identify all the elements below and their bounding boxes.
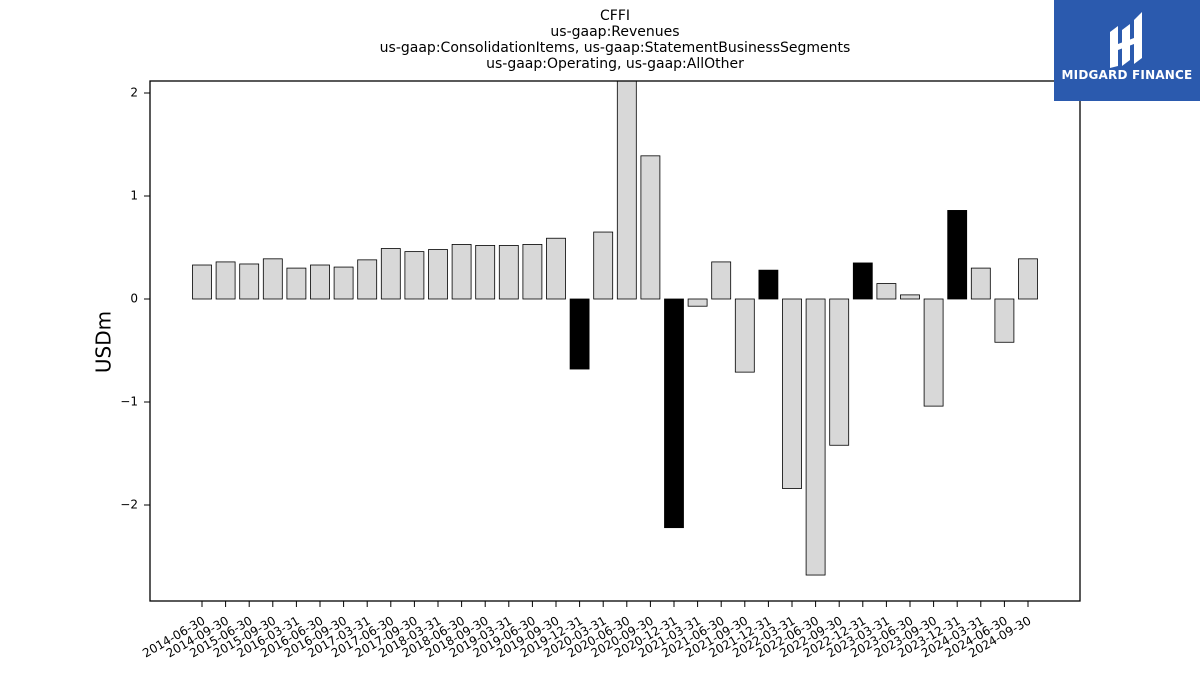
y-tick-label: −1 <box>120 395 138 409</box>
y-tick-label: −2 <box>120 498 138 512</box>
y-tick-label: 1 <box>130 189 138 203</box>
bar <box>664 298 684 529</box>
bar <box>262 258 283 300</box>
bar <box>876 283 897 300</box>
x-axis: 2014-06-302014-09-302015-06-302015-09-30… <box>140 601 1034 660</box>
bar <box>451 244 472 300</box>
midgard-finance-logo: MIDGARD FINANCE <box>1054 0 1200 101</box>
bar <box>758 269 779 300</box>
bar <box>970 267 991 300</box>
bar <box>357 259 378 300</box>
bar <box>616 80 637 300</box>
y-axis-label: USDm <box>92 311 116 373</box>
bar <box>286 267 307 300</box>
bar <box>687 298 708 307</box>
bars <box>192 80 1038 576</box>
y-axis: 2 1 0 −1 −2 <box>120 86 150 512</box>
y-tick-label: 0 <box>130 292 138 306</box>
bar <box>404 251 425 300</box>
bar <box>475 245 496 300</box>
logo-mark-icon <box>1110 12 1142 68</box>
chart-title-line: CFFI <box>600 8 630 24</box>
bar <box>498 245 519 300</box>
bar <box>805 298 826 576</box>
bar <box>900 294 920 300</box>
bar <box>711 261 732 300</box>
bar <box>640 155 661 300</box>
bar <box>192 264 212 300</box>
bar <box>215 261 236 300</box>
bar <box>239 263 260 300</box>
logo-text: MIDGARD FINANCE <box>1061 68 1193 82</box>
bar <box>546 237 566 300</box>
bar <box>1018 258 1038 300</box>
chart-title: CFFIus-gaap:Revenuesus-gaap:Consolidatio… <box>380 8 851 72</box>
bar <box>852 262 873 300</box>
bar <box>310 264 330 300</box>
bar <box>947 210 968 300</box>
plot-frame <box>149 80 1081 602</box>
bar <box>569 298 590 370</box>
chart-title-line: us-gaap:ConsolidationItems, us-gaap:Stat… <box>380 40 851 56</box>
bar <box>380 248 401 300</box>
bar <box>829 298 850 446</box>
bar <box>522 244 543 300</box>
bar <box>593 231 614 300</box>
y-tick-label: 2 <box>130 86 138 100</box>
bar <box>734 298 755 373</box>
bar <box>994 298 1015 343</box>
bar <box>923 298 944 407</box>
chart-title-line: us-gaap:Revenues <box>550 24 679 40</box>
bar <box>333 266 354 300</box>
chart-title-line: us-gaap:Operating, us-gaap:AllOther <box>486 56 744 72</box>
bar <box>782 298 802 489</box>
bar <box>428 249 448 300</box>
